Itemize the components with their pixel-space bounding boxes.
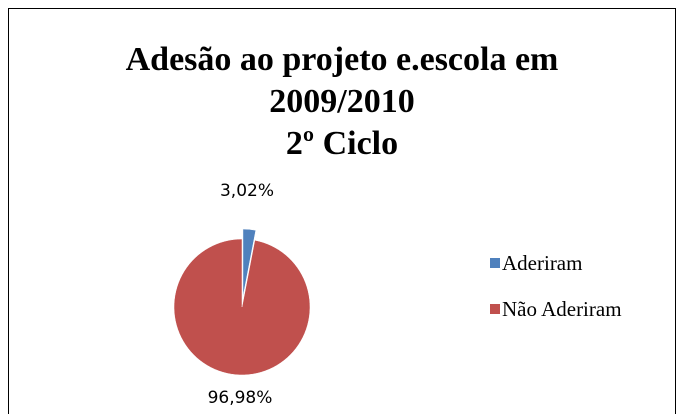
pie-slice <box>242 228 257 298</box>
chart-title: Adesão ao projeto e.escola em <box>126 41 559 78</box>
data-label: 3,02% <box>220 181 274 201</box>
pie-slice <box>173 238 311 376</box>
data-label: 96,98% <box>208 388 273 408</box>
chart-title: 2º Ciclo <box>286 125 398 162</box>
legend-swatch <box>490 304 500 314</box>
chart-title: 2009/2010 <box>269 83 414 120</box>
legend-label: Aderiram <box>502 251 582 275</box>
legend-label: Não Aderiram <box>502 297 622 321</box>
chart-frame <box>8 8 676 414</box>
legend-swatch <box>490 258 500 268</box>
